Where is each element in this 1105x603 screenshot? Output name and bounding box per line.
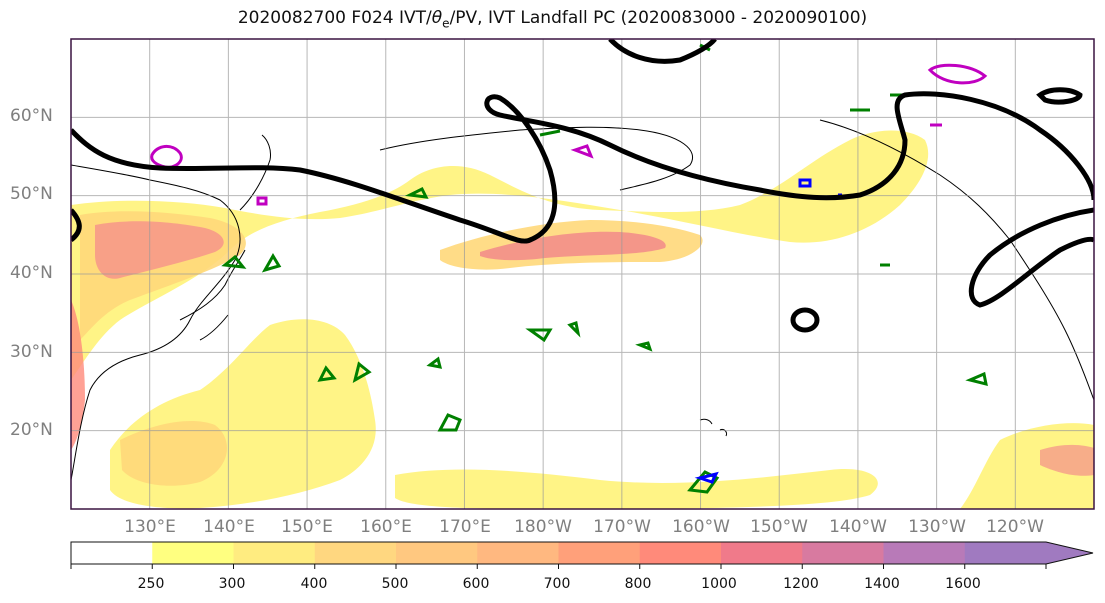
colorbar-swatch <box>477 542 559 564</box>
ivt-band-west <box>71 130 929 380</box>
lat-tick-label: 20°N <box>10 420 53 440</box>
pv-contour-magenta <box>150 145 183 169</box>
theta-e-contour <box>352 361 372 384</box>
lon-tick-label: 140°E <box>203 517 255 537</box>
lon-tick-label: 130°W <box>908 517 966 537</box>
title-prefix: 2020082700 F024 IVT/ <box>237 8 432 28</box>
landfall-contours <box>71 39 1094 333</box>
colorbar-swatch <box>883 542 966 564</box>
landfall-contour-north <box>608 39 1083 105</box>
colorbar-label: 1200 <box>783 576 819 592</box>
title-suffix: /PV, IVT Landfall PC (2020083000 - 20200… <box>449 8 868 28</box>
lon-tick-label: 140°W <box>829 517 887 537</box>
colorbar-swatch <box>558 542 641 564</box>
lon-tick-label: 170°E <box>439 517 491 537</box>
colorbar-label: 1000 <box>701 576 737 592</box>
lon-tick-label: 180°W <box>514 517 572 537</box>
colorbar-swatch <box>314 542 397 564</box>
colorbar-swatch <box>721 542 803 564</box>
colorbar-swatches <box>71 542 1093 564</box>
theta-e-contour <box>221 254 247 269</box>
colorbar-label: 250 <box>137 576 165 592</box>
asia-coast <box>71 164 241 481</box>
colorbar-ticks <box>70 564 1047 569</box>
theta-e-contour <box>261 253 282 273</box>
map-content <box>71 39 1094 509</box>
colorbar-swatch <box>152 542 234 564</box>
colorbar-swatch <box>639 542 722 564</box>
lon-tick-label: 160°W <box>672 517 730 537</box>
pv-contour-magenta <box>256 63 988 206</box>
lat-tick-label: 30°N <box>10 342 53 362</box>
theta-e-contour <box>317 365 337 382</box>
colorbar-label: 800 <box>624 576 652 592</box>
graticule <box>71 39 1094 509</box>
chart-title: 2020082700 F024 IVT/θe/PV, IVT Landfall … <box>0 8 1105 30</box>
colorbar-swatch <box>71 542 153 564</box>
ivt-core-central <box>480 231 666 261</box>
map-frame <box>70 38 1095 510</box>
colorbar-swatch <box>802 542 884 564</box>
colorbar-label: 300 <box>218 576 246 592</box>
landfall-contour-main <box>71 91 1094 244</box>
ivt-core-west <box>95 221 224 279</box>
theta-e-contour <box>567 321 581 338</box>
japan-coast <box>179 249 246 341</box>
title-theta-sub: e <box>442 16 450 31</box>
ivt-shading <box>71 130 1094 509</box>
landfall-contour-ring <box>790 307 820 333</box>
lon-tick-label: 150°W <box>750 517 808 537</box>
lon-tick-label: 130°E <box>124 517 176 537</box>
lon-tick-label: 160°E <box>360 517 412 537</box>
ivt-band-east <box>960 423 1094 509</box>
theta-e-contour <box>437 413 462 432</box>
colorbar-label: 400 <box>300 576 328 592</box>
landfall-contour-west <box>71 208 82 242</box>
colorbar-label: 600 <box>462 576 490 592</box>
ivt-band-tropical <box>395 469 878 509</box>
theta-e-contour <box>426 263 890 369</box>
theta-e-contour <box>525 328 553 343</box>
lon-tick-label: 170°W <box>593 517 651 537</box>
colorbar-outline <box>70 541 1094 565</box>
lat-tick-label: 40°N <box>10 263 53 283</box>
colorbar-swatch <box>964 542 1093 564</box>
colorbar-label: 500 <box>381 576 409 592</box>
colorbar-swatch <box>396 542 478 564</box>
theta-e-contour <box>404 186 429 199</box>
colorbar-swatch <box>233 542 316 564</box>
lat-tick-label: 50°N <box>10 184 53 204</box>
ivt-core-east <box>1040 444 1094 476</box>
lon-tick-label: 120°W <box>986 517 1044 537</box>
landfall-contour-east <box>968 207 1094 308</box>
theta-e-contour <box>965 371 988 387</box>
ivt-core-south <box>120 420 227 486</box>
lon-tick-label: 150°E <box>281 517 333 537</box>
lat-tick-label: 60°N <box>10 106 53 126</box>
colorbar-label: 700 <box>543 576 571 592</box>
ivt-band-coast <box>71 300 85 450</box>
title-theta: θ <box>431 8 443 28</box>
colorbar-label: 1400 <box>864 576 900 592</box>
colorbar-label: 1600 <box>945 576 981 592</box>
theta-e-contours <box>221 43 988 494</box>
